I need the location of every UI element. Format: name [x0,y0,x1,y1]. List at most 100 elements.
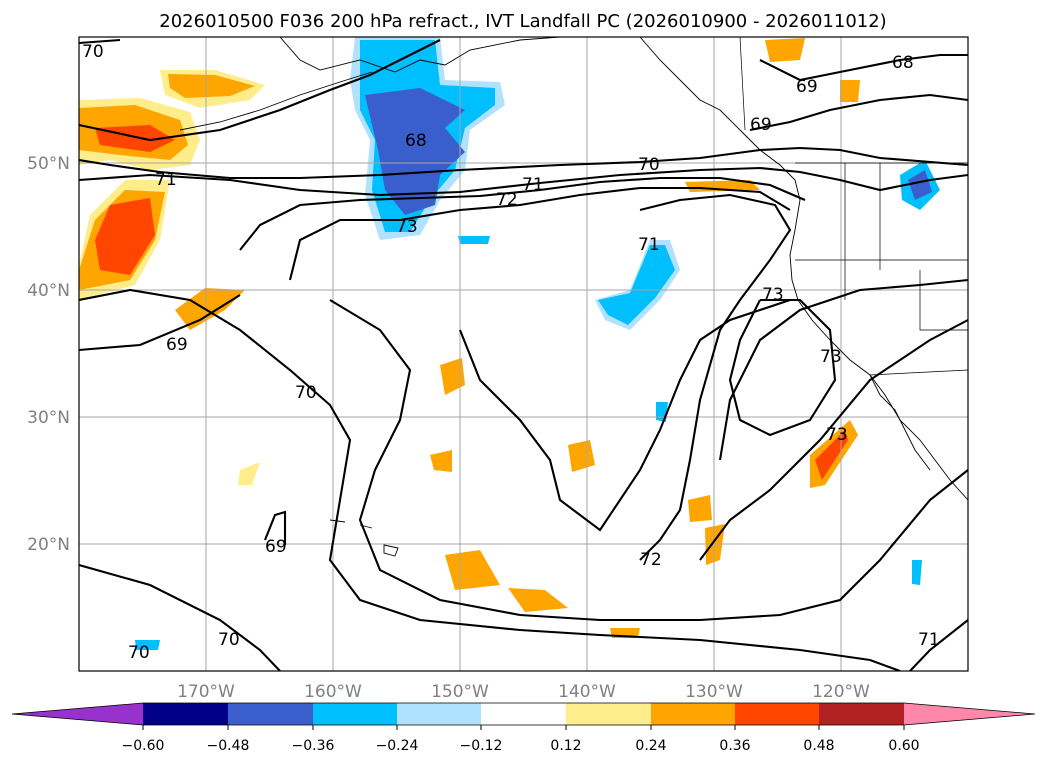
colorbar-max-extension [904,703,1035,725]
state-borders [795,163,968,331]
map-frame [78,36,969,672]
colorbar-tick-label: −0.24 [376,738,419,754]
latitude-labels: 50°N 40°N 30°N 20°N [27,154,70,555]
contour-71-outer [699,319,968,561]
lon-label: 160°W [304,682,362,702]
colorbar-tick-label: 0.12 [550,738,581,754]
lon-label: 120°W [812,682,870,702]
contour-label: 73 [826,425,848,445]
lon-label: 140°W [558,682,616,702]
cool-region-gulf-alaska-core [365,88,465,215]
alaska-peninsula [179,71,373,131]
contours [79,38,968,671]
colorbar-segment [228,703,313,725]
cool-region-northeast-pacific-mid [598,245,675,325]
contour-label: 70 [128,643,150,663]
warm-region-alaska-gulf-core [168,74,255,98]
cool-region-small-3 [912,560,922,585]
lon-label: 170°W [177,682,235,702]
cool-region-bc-core [908,170,932,200]
colorbar-ticks [142,725,905,730]
colorbar-segment [566,703,651,725]
lon-label: 150°W [431,682,489,702]
contour-69-north [749,93,968,132]
us-west-coast [789,199,968,501]
colorbar-segment [481,703,566,725]
colorbar-tick-labels: −0.60 −0.48 −0.36 −0.24 −0.12 0.12 0.24 … [122,738,920,754]
warm-region-small-1 [238,462,260,485]
negative-anomaly-shading [135,37,940,650]
contour-label: 70 [638,155,660,175]
warm-region-south-1 [445,550,500,590]
colorbar-tick-label: −0.48 [207,738,250,754]
contour-label: 69 [265,537,287,557]
colorbar-tick-label: −0.60 [122,738,165,754]
colorbar-tick-label: 0.36 [719,738,750,754]
contour-label: 69 [166,335,188,355]
contour-label: 70 [295,383,317,403]
contour-label: 71 [918,630,940,650]
warm-region-south-2 [508,588,568,612]
contour-label: 70 [82,42,104,62]
ocean-background [79,37,968,671]
warm-region-central-2 [568,440,595,472]
positive-anomaly-shading [79,38,860,638]
contour-70-west [79,288,901,671]
contour-label: 68 [405,131,427,151]
baja-coast [869,374,931,471]
contour-label: 73 [396,217,418,237]
contour-70-north [79,38,968,180]
warm-region-central-1 [440,358,465,395]
contour-label: 72 [496,190,518,210]
contour-label: 70 [218,630,240,650]
lat-label: 40°N [27,281,70,301]
warm-region-baja-core [815,430,848,480]
contour-70-central [329,299,968,622]
contour-72-inner [639,193,792,561]
warm-region-south-3 [688,495,712,522]
colorbar-tick-label: −0.36 [292,738,335,754]
colorbar-tick-label: 0.24 [635,738,666,754]
colorbar-segment [397,703,481,725]
contour-70-southwest [79,563,281,671]
colorbar-segment [143,703,228,725]
alaska-canada-border [739,37,746,131]
contour-68-north [759,53,968,82]
cool-region-small-4 [135,640,160,650]
contour-72-north [239,176,806,251]
contour-69-south [264,510,287,545]
us-mexico-border [869,369,968,376]
warm-region-west-mid-peak [95,198,155,275]
colorbar-segment [313,703,397,725]
colorbar: −0.60 −0.48 −0.36 −0.24 −0.12 0.12 0.24 … [11,702,1036,754]
lat-label: 50°N [27,154,70,174]
contour-73-loop [728,298,837,437]
contour-labels: 70 71 68 68 69 70 71 72 73 69 69 70 73 7… [82,42,940,663]
map-panel: 70 71 68 68 69 70 71 72 73 69 69 70 73 7… [78,36,969,672]
contour-label: 71 [638,235,660,255]
alaska-coast [279,37,561,73]
colorbar-tick-label: 0.48 [803,738,834,754]
contour-label: 72 [640,550,662,570]
warm-region-central-3 [430,450,452,472]
contour-label: 71 [522,175,544,195]
longitude-labels: 170°W 160°W 150°W 140°W 130°W 120°W [177,682,870,702]
contour-73-north [288,186,791,281]
colorbar-tick-label: 0.60 [888,738,919,754]
warm-region-hawaii-north [175,288,245,330]
colorbar-segment [735,703,819,725]
lat-label: 30°N [27,408,70,428]
colorbar-tick-label: −0.12 [460,738,503,754]
cool-region-small-1 [458,236,490,244]
lon-label: 130°W [685,682,743,702]
figure-title: 2026010500 F036 200 hPa refract., IVT La… [159,11,886,32]
contour-69-west [79,294,241,352]
colorbar-segment [819,703,904,725]
canada-coast [639,37,801,201]
contour-label: 71 [155,170,177,190]
contour-73-outer [718,278,968,461]
warm-region-canada-1 [765,38,805,62]
contour-label: 73 [762,285,784,305]
contour-68 [79,39,441,142]
